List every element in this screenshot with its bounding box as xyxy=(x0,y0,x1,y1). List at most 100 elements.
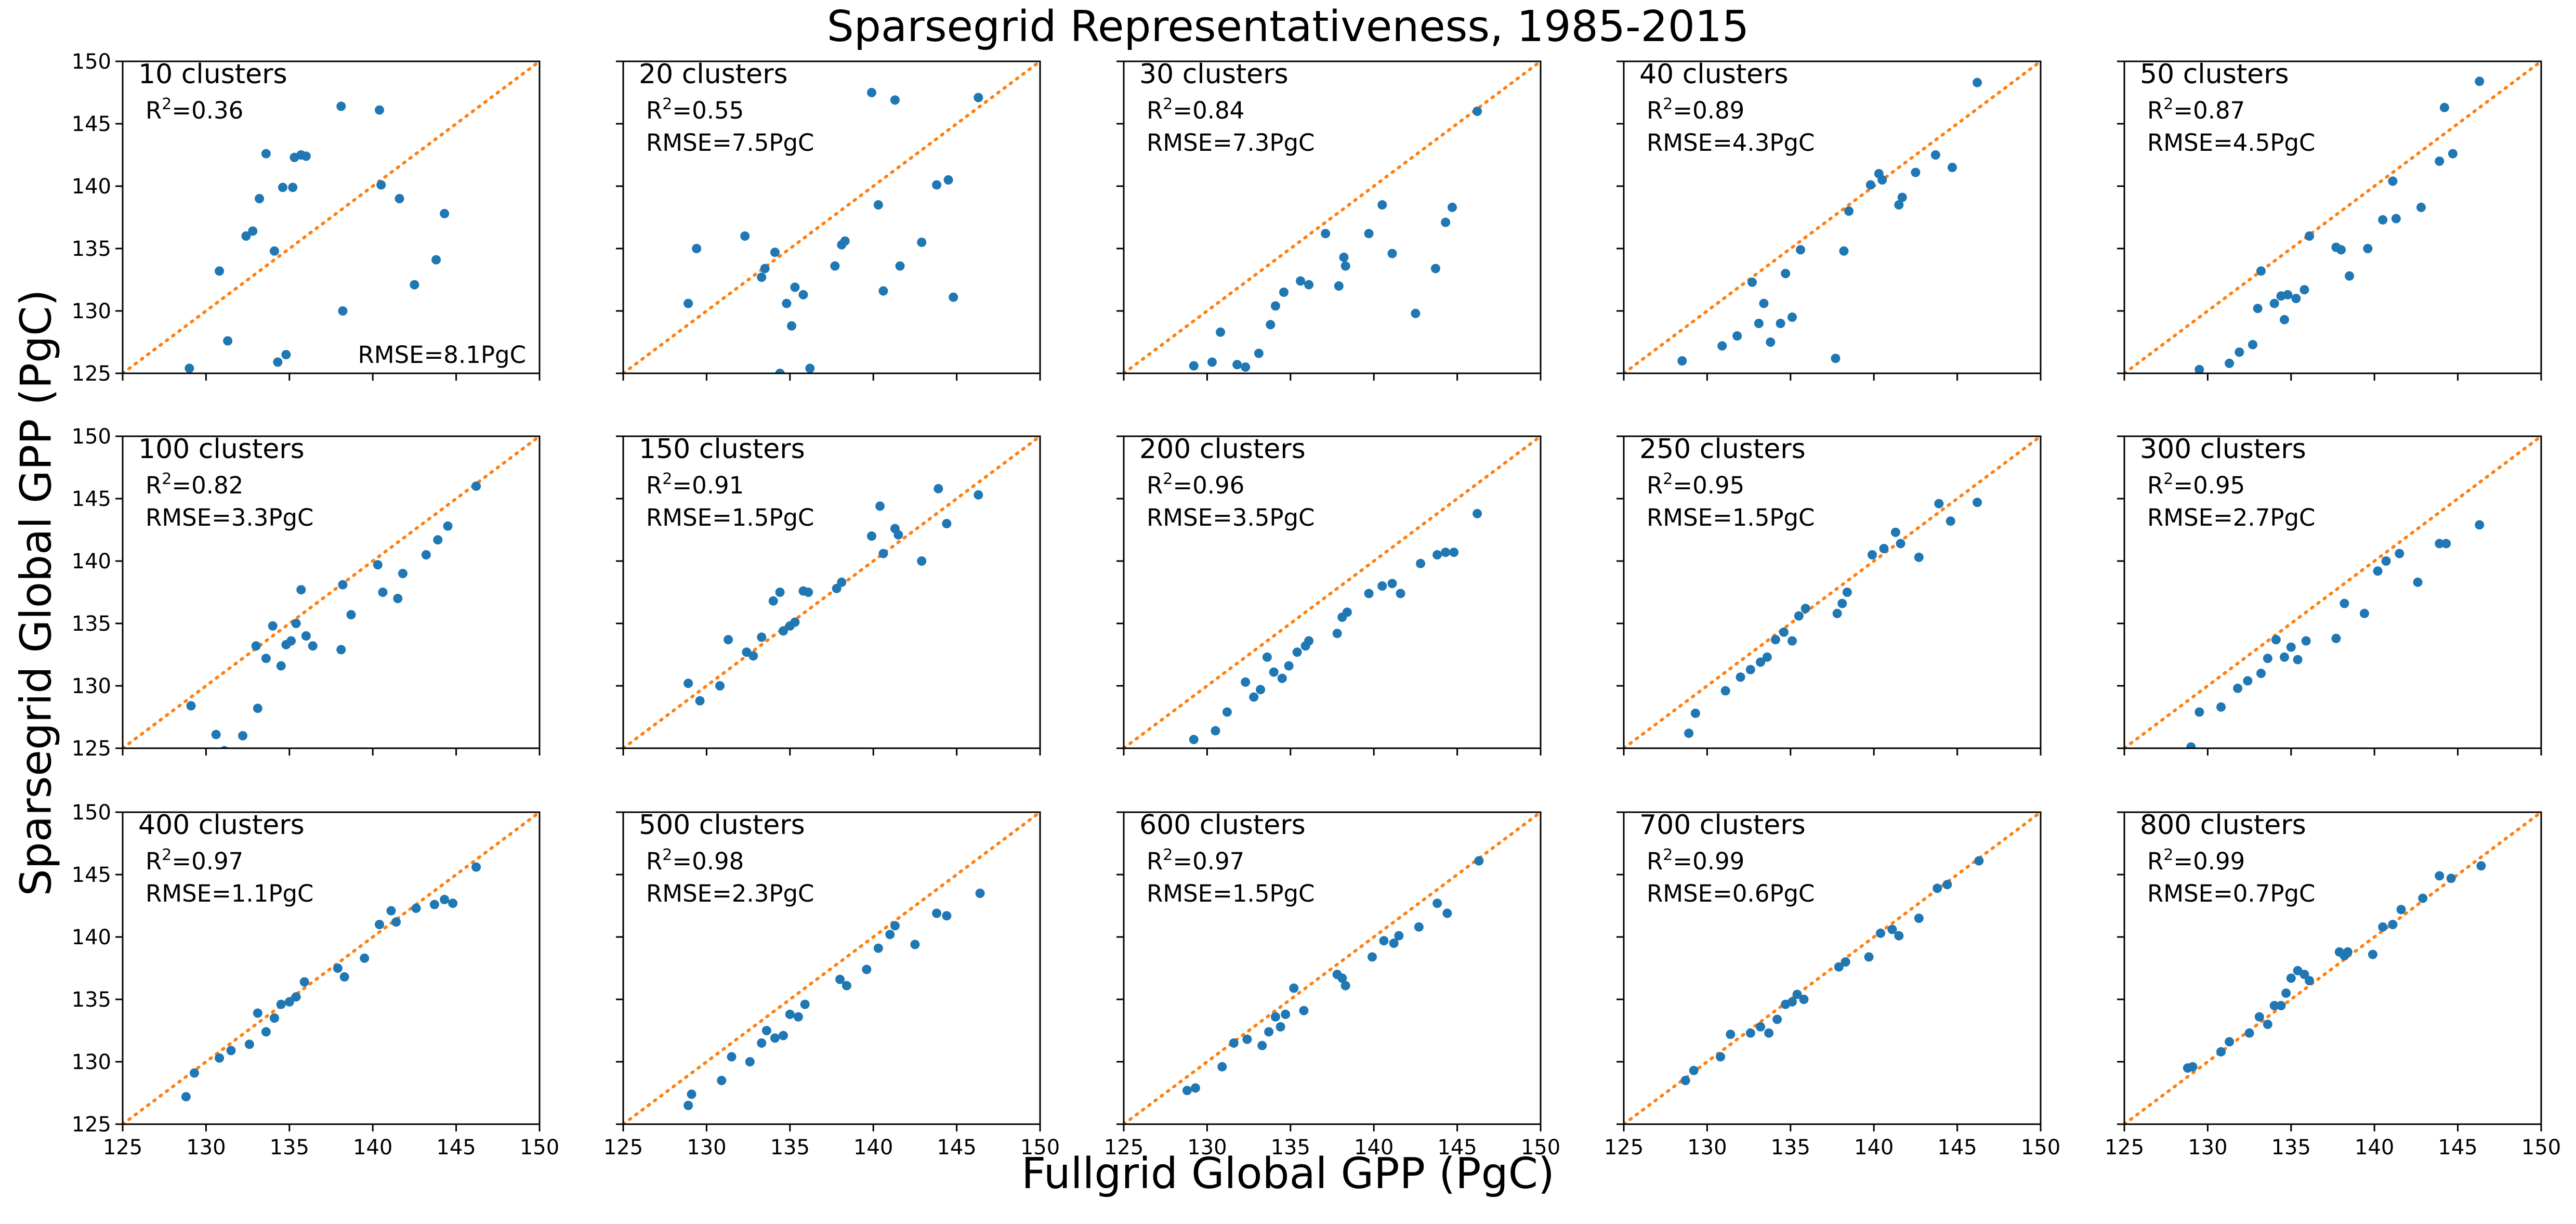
r2-annotation: R2=0.97 xyxy=(146,846,243,875)
data-point xyxy=(1841,957,1850,967)
data-points xyxy=(1182,856,1484,1096)
data-point xyxy=(949,292,958,302)
r2-prefix: R xyxy=(1147,848,1163,875)
x-tick-label: 145 xyxy=(436,1136,476,1160)
data-points xyxy=(1189,509,1482,745)
one-to-one-line xyxy=(1124,812,1541,1124)
data-point xyxy=(1974,856,1984,866)
data-point xyxy=(1339,252,1349,262)
rmse-annotation: RMSE=7.5PgC xyxy=(646,129,814,157)
data-point xyxy=(2476,861,2486,871)
data-point xyxy=(890,95,900,105)
data-point xyxy=(1942,880,1952,890)
panel-frame xyxy=(622,811,1041,1125)
panel-frame xyxy=(2123,60,2542,374)
one-to-one-line xyxy=(2124,61,2541,373)
data-point xyxy=(1270,1012,1280,1022)
x-tick-label: 140 xyxy=(1854,1136,1894,1160)
data-point xyxy=(375,105,385,115)
data-point xyxy=(885,930,895,940)
data-point xyxy=(1321,229,1331,239)
data-point xyxy=(1364,589,1374,598)
data-point xyxy=(778,1031,788,1040)
data-point xyxy=(336,645,346,655)
r2-prefix: R xyxy=(646,97,662,124)
data-point xyxy=(1411,308,1421,318)
r2-superscript: 2 xyxy=(1663,95,1673,113)
data-point xyxy=(1229,1038,1239,1048)
data-points xyxy=(185,101,450,373)
data-point xyxy=(346,610,356,620)
data-point xyxy=(185,363,194,373)
panel-label: 250 clusters xyxy=(1639,434,1806,465)
data-point xyxy=(278,183,287,192)
data-point xyxy=(2305,976,2315,985)
data-point xyxy=(832,583,842,593)
data-points xyxy=(2186,520,2485,748)
data-point xyxy=(1473,509,1482,518)
panel-label: 20 clusters xyxy=(639,59,788,90)
data-point xyxy=(715,681,725,691)
one-to-one-line xyxy=(623,61,1040,373)
data-point xyxy=(269,1013,279,1023)
data-point xyxy=(1377,581,1387,591)
panel-frame xyxy=(1623,60,2042,374)
data-point xyxy=(2373,566,2383,576)
data-point xyxy=(288,183,298,192)
r2-superscript: 2 xyxy=(1163,95,1173,113)
data-point xyxy=(1911,167,1921,177)
panel-frame xyxy=(1123,811,1542,1125)
data-point xyxy=(1249,692,1259,702)
x-tick-label: 145 xyxy=(1937,1136,1977,1160)
r2-value: =0.95 xyxy=(2173,472,2245,499)
data-point xyxy=(1839,246,1849,256)
data-point xyxy=(291,992,301,1002)
data-point xyxy=(1689,1065,1699,1075)
data-point xyxy=(895,261,905,271)
r2-value: =0.36 xyxy=(172,97,243,124)
data-point xyxy=(261,149,271,159)
x-tick-label: 140 xyxy=(353,1136,392,1160)
data-point xyxy=(286,636,296,646)
panel-4: 40 clusters R2=0.89 RMSE=4.3PgC xyxy=(1616,59,2042,381)
data-point xyxy=(2331,633,2341,643)
data-point xyxy=(745,1057,755,1066)
r2-annotation: R2=0.98 xyxy=(646,846,744,875)
data-point xyxy=(2299,970,2309,979)
data-point xyxy=(1890,527,1900,537)
data-point xyxy=(1914,914,1924,923)
data-point xyxy=(1387,249,1397,258)
y-tick-label: 145 xyxy=(72,112,111,136)
rmse-annotation: RMSE=1.5PgC xyxy=(1147,880,1315,907)
data-point xyxy=(778,626,788,636)
data-point xyxy=(1377,200,1387,210)
panel-frame xyxy=(1623,435,2042,749)
data-point xyxy=(2216,702,2226,712)
r2-prefix: R xyxy=(2147,97,2163,124)
x-tick-label: 130 xyxy=(687,1136,726,1160)
data-point xyxy=(1264,1027,1274,1037)
data-point xyxy=(2378,215,2388,225)
r2-value: =0.97 xyxy=(172,848,243,875)
data-point xyxy=(1269,667,1279,677)
data-point xyxy=(1766,337,1776,347)
data-point xyxy=(761,1026,771,1035)
data-points xyxy=(684,484,983,706)
x-tick-label: 130 xyxy=(186,1136,226,1160)
data-point xyxy=(1292,647,1302,657)
data-point xyxy=(429,900,439,909)
data-point xyxy=(1432,899,1442,908)
one-to-one-line xyxy=(623,812,1040,1124)
r2-value: =0.82 xyxy=(172,472,243,499)
data-point xyxy=(2293,655,2303,665)
panel-frame xyxy=(122,811,541,1125)
data-point xyxy=(775,588,785,597)
x-tick-label: 125 xyxy=(1604,1136,1644,1160)
r2-annotation: R2=0.95 xyxy=(2147,470,2245,499)
data-point xyxy=(375,920,385,929)
data-point xyxy=(1930,150,1940,160)
x-tick-label: 125 xyxy=(2105,1136,2144,1160)
r2-prefix: R xyxy=(146,97,162,124)
r2-prefix: R xyxy=(2147,848,2163,875)
r2-prefix: R xyxy=(146,472,162,499)
